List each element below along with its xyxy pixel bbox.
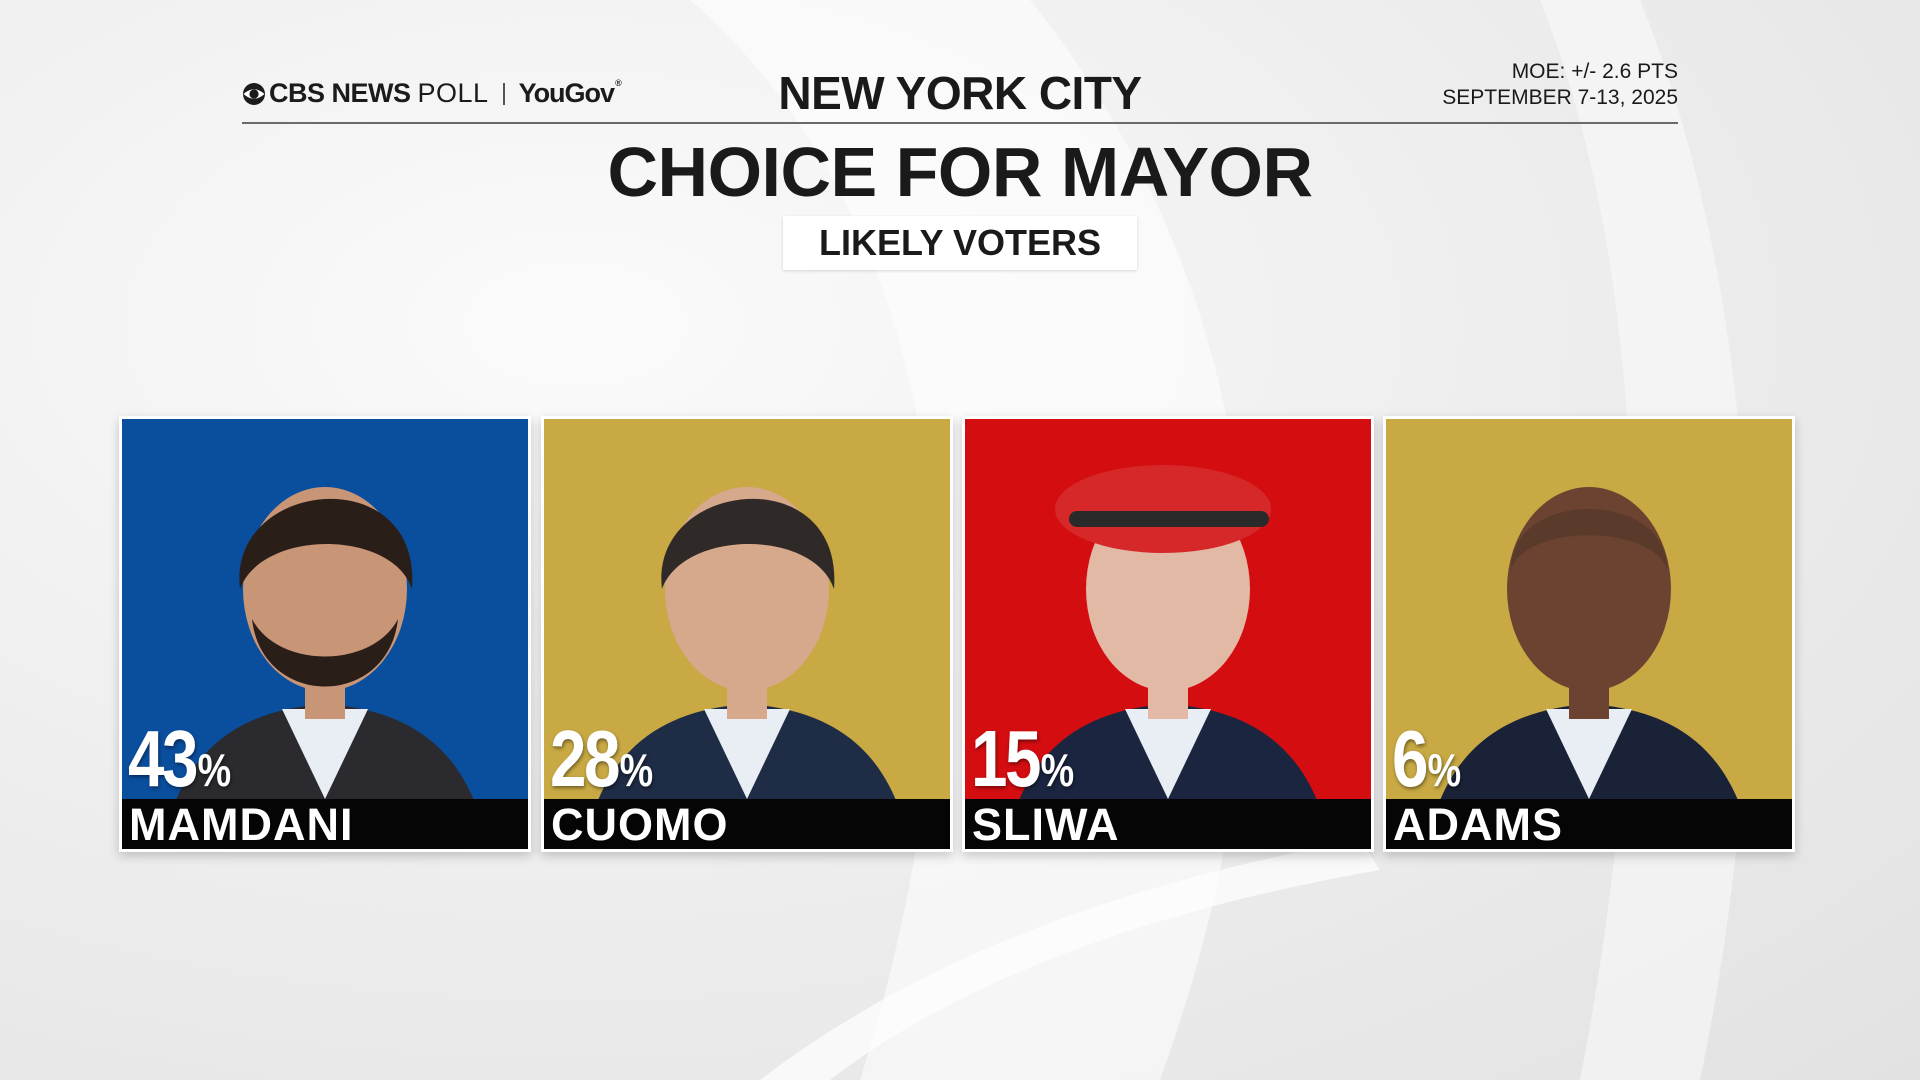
poll-header: CBS NEWS POLL YouGov® NEW YORK CITY MOE:… bbox=[242, 58, 1678, 124]
candidate-name: CUOMO bbox=[551, 799, 729, 850]
name-bar: ADAMS bbox=[1386, 799, 1792, 849]
name-bar: CUOMO bbox=[544, 799, 950, 849]
percentage-value: 43 bbox=[128, 714, 199, 803]
logo-yougov: YouGov® bbox=[518, 78, 622, 108]
percentage-value: 15 bbox=[971, 714, 1042, 803]
percentage-label: 6% bbox=[1392, 719, 1461, 799]
candidate-card: 15% SLIWA bbox=[962, 416, 1374, 852]
city-title: NEW YORK CITY bbox=[778, 67, 1142, 119]
candidate-card: 28% CUOMO bbox=[541, 416, 953, 852]
subtitle-badge: LIKELY VOTERS bbox=[782, 216, 1138, 270]
candidate-card: 6% ADAMS bbox=[1383, 416, 1795, 852]
logo-cbs-news: CBS NEWS bbox=[269, 78, 411, 108]
percent-sign: % bbox=[197, 744, 232, 796]
percent-sign: % bbox=[1427, 744, 1462, 796]
logo-divider bbox=[502, 82, 505, 105]
candidate-card: 43% MAMDANI bbox=[119, 416, 531, 852]
cbs-eye-icon bbox=[243, 82, 265, 105]
percentage-label: 15% bbox=[971, 719, 1074, 799]
percentage-label: 43% bbox=[128, 719, 231, 799]
poll-dates: SEPTEMBER 7-13, 2025 bbox=[1442, 86, 1678, 109]
name-bar: SLIWA bbox=[965, 799, 1371, 849]
margin-of-error: MOE: +/- 2.6 PTS bbox=[1511, 60, 1678, 83]
percentage-value: 28 bbox=[550, 714, 621, 803]
page-title: CHOICE FOR MAYOR bbox=[607, 133, 1313, 211]
candidate-name: ADAMS bbox=[1393, 799, 1563, 850]
percent-sign: % bbox=[619, 744, 654, 796]
subtitle-container: LIKELY VOTERS bbox=[0, 216, 1920, 270]
candidate-name: SLIWA bbox=[972, 799, 1120, 850]
logo-poll: POLL bbox=[417, 78, 489, 108]
percentage-value: 6 bbox=[1392, 714, 1428, 803]
candidate-name: MAMDANI bbox=[129, 799, 354, 850]
poll-meta: MOE: +/- 2.6 PTS SEPTEMBER 7-13, 2025 bbox=[1442, 59, 1678, 111]
percent-sign: % bbox=[1040, 744, 1075, 796]
percentage-label: 28% bbox=[550, 719, 653, 799]
cbs-yougov-logo: CBS NEWS POLL YouGov® bbox=[242, 78, 622, 109]
name-bar: MAMDANI bbox=[122, 799, 528, 849]
